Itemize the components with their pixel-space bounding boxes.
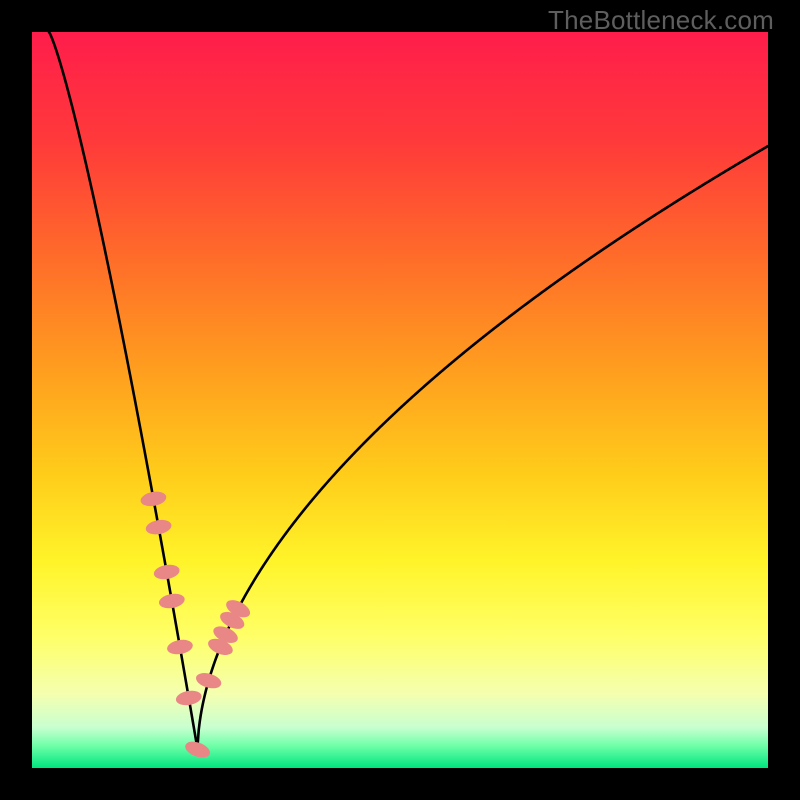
watermark-text: TheBottleneck.com xyxy=(548,5,774,36)
chart-frame: TheBottleneck.com xyxy=(0,0,800,800)
plot-background xyxy=(32,32,768,768)
bottleneck-plot xyxy=(32,32,768,768)
